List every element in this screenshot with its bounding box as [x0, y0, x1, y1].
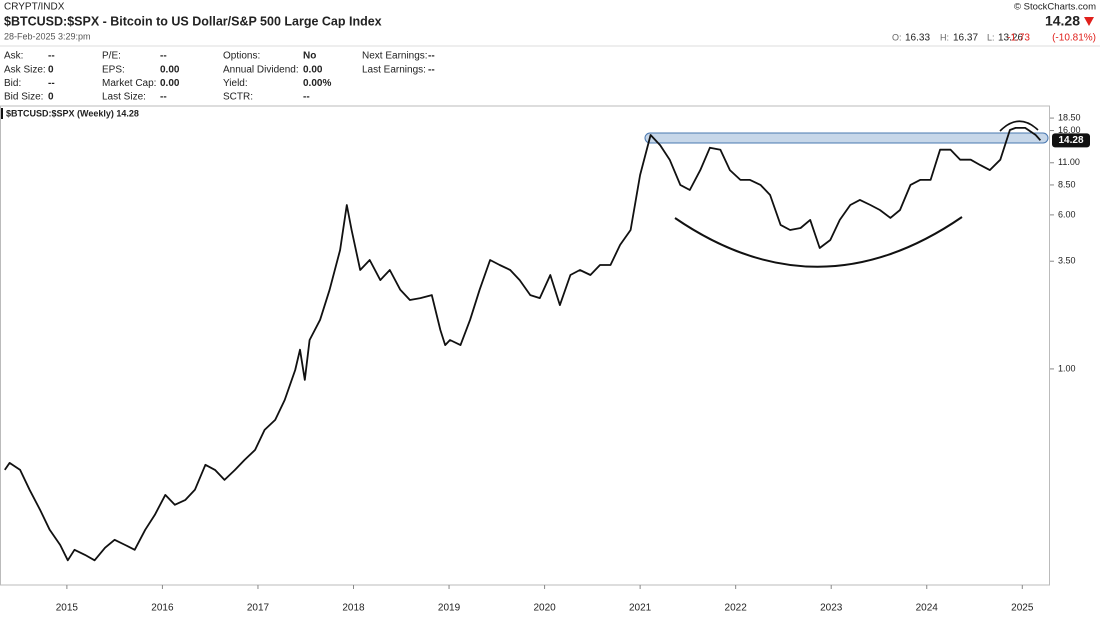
info-value: --	[48, 51, 55, 62]
info-label: Annual Dividend:	[223, 64, 299, 75]
info-label: Market Cap:	[102, 78, 156, 89]
legend-swatch	[1, 108, 3, 119]
x-tick-label: 2020	[533, 603, 556, 614]
info-value: 0	[48, 92, 54, 103]
info-label: Ask Size:	[4, 64, 46, 75]
y-tick-label: 3.50	[1058, 256, 1076, 266]
legend: $BTCUSD:$SPX (Weekly) 14.28	[6, 108, 139, 118]
info-label: Bid:	[4, 78, 21, 89]
exchange: CRYPT/INDX	[4, 2, 65, 13]
plot-frame	[1, 106, 1050, 585]
low-label: L:	[987, 32, 995, 42]
y-tick-label: 11.00	[1058, 157, 1080, 167]
info-value: --	[303, 92, 310, 103]
x-tick-label: 2024	[916, 603, 939, 614]
info-value: 0.00%	[303, 78, 331, 89]
info-value: 0.00	[160, 64, 180, 75]
date: 28-Feb-2025 3:29:pm	[4, 31, 91, 41]
top-arc	[1000, 121, 1038, 131]
info-table: Ask:--Ask Size:0Bid:--Bid Size:0P/E:--EP…	[4, 51, 435, 103]
high: 16.37	[953, 33, 978, 44]
info-value: --	[428, 64, 435, 75]
x-tick-label: 2016	[151, 603, 174, 614]
info-value: No	[303, 51, 316, 62]
info-label: Next Earnings:	[362, 51, 428, 62]
copyright: © StockCharts.com	[1014, 2, 1096, 13]
info-label: Last Size:	[102, 92, 146, 103]
x-tick-label: 2017	[247, 603, 270, 614]
info-value: 0.00	[160, 78, 180, 89]
info-label: SCTR:	[223, 92, 253, 103]
info-value: --	[428, 51, 435, 62]
resistance-band	[645, 133, 1048, 143]
y-tick-label: 8.50	[1058, 179, 1076, 189]
page: { "header": { "exchange": "CRYPT/INDX", …	[0, 0, 1100, 617]
y-tick-label: 6.00	[1058, 209, 1076, 219]
price-line	[5, 128, 1041, 560]
x-tick-label: 2021	[629, 603, 652, 614]
high-label: H:	[940, 32, 949, 42]
last-price: 14.28	[1045, 13, 1080, 29]
info-label: EPS:	[102, 64, 125, 75]
y-tick-label: 18.50	[1058, 112, 1081, 122]
x-tick-label: 2015	[56, 603, 79, 614]
x-tick-label: 2025	[1011, 603, 1034, 614]
price-tag-label: 14.28	[1058, 135, 1083, 146]
info-label: Yield:	[223, 78, 248, 89]
info-label: Last Earnings:	[362, 64, 426, 75]
y-tick-label: 1.00	[1058, 363, 1076, 373]
x-tick-label: 2018	[342, 603, 365, 614]
change-pct: (-10.81%)	[1052, 33, 1096, 44]
open: 16.33	[905, 33, 930, 44]
down-arrow	[1084, 17, 1094, 26]
info-value: --	[160, 92, 167, 103]
chart: CRYPT/INDX $BTCUSD:$SPX - Bitcoin to US …	[0, 0, 1100, 617]
info-value: --	[48, 78, 55, 89]
info-value: --	[160, 51, 167, 62]
open-label: O:	[892, 32, 902, 42]
x-tick-label: 2022	[725, 603, 748, 614]
plot: 1.003.506.008.5011.0016.0018.50201520162…	[5, 112, 1090, 613]
info-value: 0	[48, 64, 54, 75]
change: -1.73	[1007, 33, 1030, 44]
info-label: Bid Size:	[4, 92, 43, 103]
x-tick-label: 2023	[820, 603, 843, 614]
info-value: 0.00	[303, 64, 323, 75]
title: $BTCUSD:$SPX - Bitcoin to US Dollar/S&P …	[4, 14, 382, 28]
info-label: Ask:	[4, 51, 23, 62]
info-label: P/E:	[102, 51, 121, 62]
info-label: Options:	[223, 51, 260, 62]
x-tick-label: 2019	[438, 603, 461, 614]
